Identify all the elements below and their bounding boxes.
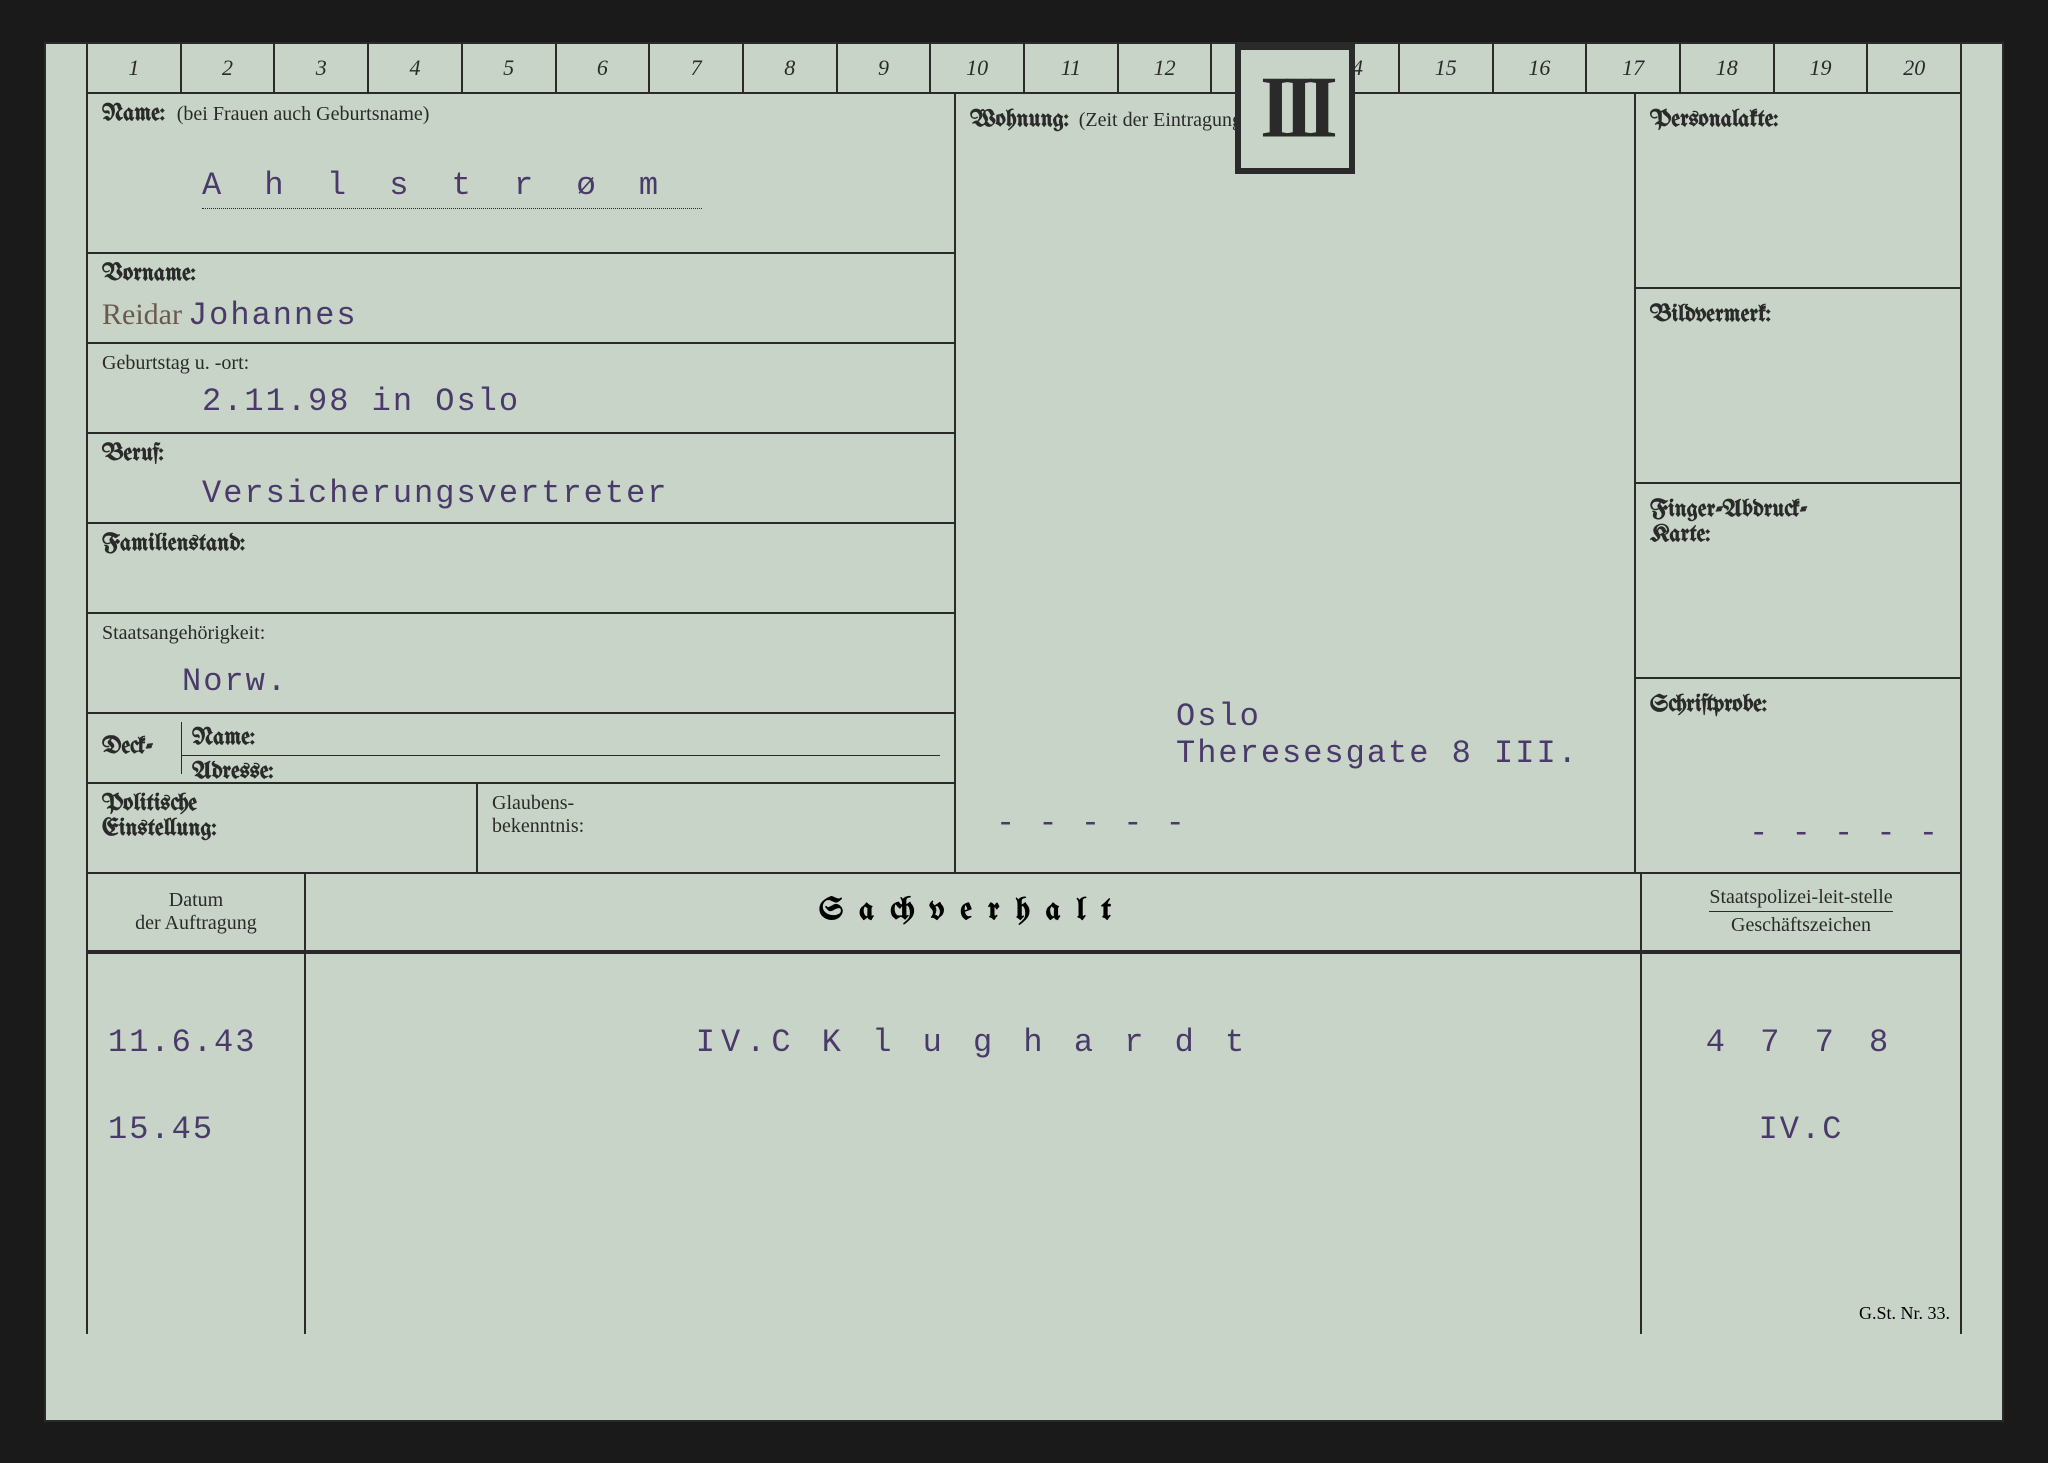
reference-entry: 4 7 7 8: [1662, 1024, 1940, 1061]
category-numeral: III: [1260, 58, 1329, 158]
bildvermerk-label: Bildvermerk:: [1650, 303, 1946, 328]
ruler-cell: 1: [86, 44, 182, 92]
table-body: 11.6.43 15.45 IV.C K l u g h a r d t 4 7…: [86, 954, 1962, 1334]
alias-label: Deck-: [102, 722, 182, 774]
name-label: Name:: [102, 102, 165, 127]
date-entry: 11.6.43: [108, 1024, 284, 1061]
ruler-cell: 12: [1119, 44, 1213, 92]
address-line2: Theresesgate 8 III.: [1176, 735, 1579, 772]
birth-label: Geburtstag u. -ort:: [102, 352, 940, 375]
reference-entry: IV.C: [1662, 1111, 1940, 1148]
table-header: Datum der Auftragung Sachverhalt Staatsp…: [86, 874, 1962, 954]
right-column: Personalakte: Bildvermerk: Finger-Abdruc…: [1636, 94, 1962, 874]
ruler-cell: 4: [369, 44, 463, 92]
main-grid: Name: (bei Frauen auch Geburtsname) A h …: [86, 94, 1962, 874]
ruler-cell: 18: [1681, 44, 1775, 92]
residence-label: Wohnung:: [970, 108, 1069, 133]
nationality-label: Staatsangehörigkeit:: [102, 622, 940, 645]
vorname-field: Vorname: Reidar Johannes: [88, 254, 954, 344]
personalakte-field: Personalakte:: [1636, 94, 1960, 289]
vorname-typed: Johannes: [188, 297, 358, 334]
birth-value: 2.11.98 in Oslo: [202, 383, 940, 420]
religion-label2: bekenntnis:: [492, 815, 940, 838]
ruler-cell: 6: [557, 44, 651, 92]
religion-label1: Glaubens-: [492, 792, 940, 815]
religion-field: Glaubens- bekenntnis:: [478, 784, 954, 872]
fingerprint-field: Finger-Abdruck- Karte:: [1636, 484, 1960, 679]
ruler-cell: 10: [931, 44, 1025, 92]
reference-header2: Geschäftszeichen: [1731, 914, 1871, 937]
ruler-cell: 15: [1400, 44, 1494, 92]
ruler-cell: 17: [1587, 44, 1681, 92]
ruler-cell: 7: [650, 44, 744, 92]
reference-column: 4 7 7 8 IV.C G.St. Nr. 33.: [1642, 954, 1962, 1334]
facts-column: IV.C K l u g h a r d t: [306, 954, 1642, 1334]
birth-field: Geburtstag u. -ort: 2.11.98 in Oslo: [88, 344, 954, 434]
political-field: Politische Einstellung:: [88, 784, 478, 872]
residence-body: Oslo Theresesgate 8 III. - - - - -: [956, 154, 1634, 874]
ruler-cell: 19: [1775, 44, 1869, 92]
bottom-row: Politische Einstellung: Glaubens- bekenn…: [88, 784, 954, 874]
vorname-handwritten: Reidar: [102, 298, 182, 332]
form-number: G.St. Nr. 33.: [1859, 1303, 1950, 1324]
occupation-value: Versicherungsvertreter: [202, 475, 940, 512]
schriftprobe-field: Schriftprobe: - - - - -: [1636, 679, 1960, 874]
political-label2: Einstellung:: [102, 817, 462, 842]
fingerprint-label1: Finger-Abdruck-: [1650, 498, 1946, 523]
date-header1: Datum: [169, 889, 223, 912]
nationality-field: Staatsangehörigkeit: Norw.: [88, 614, 954, 714]
facts-entry: IV.C K l u g h a r d t: [326, 1024, 1620, 1061]
occupation-field: Beruf: Versicherungsvertreter: [88, 434, 954, 524]
alias-name-label: Name:: [182, 722, 940, 756]
ruler-cell: 20: [1868, 44, 1962, 92]
ruler-cell: 5: [463, 44, 557, 92]
ruler-cell: 3: [275, 44, 369, 92]
bildvermerk-field: Bildvermerk:: [1636, 289, 1960, 484]
left-column: Name: (bei Frauen auch Geburtsname) A h …: [86, 94, 956, 874]
address-line1: Oslo: [1176, 698, 1579, 735]
occupation-label: Beruf:: [102, 442, 940, 467]
personalakte-label: Personalakte:: [1650, 108, 1946, 133]
index-card: 1 2 3 4 5 6 7 8 9 10 11 12 13 14 15 16 1…: [44, 42, 2004, 1422]
ruler-cell: 9: [838, 44, 932, 92]
political-label1: Politische: [102, 792, 462, 817]
vorname-label: Vorname:: [102, 262, 940, 287]
reference-header: Staatspolizei-leit-stelle Geschäftszeich…: [1642, 874, 1962, 950]
date-column: 11.6.43 15.45: [86, 954, 306, 1334]
name-field: Name: (bei Frauen auch Geburtsname) A h …: [88, 94, 954, 254]
name-sublabel: (bei Frauen auch Geburtsname): [177, 103, 430, 126]
category-box: III: [1235, 44, 1355, 174]
date-entry: 15.45: [108, 1111, 284, 1148]
facts-header: Sachverhalt: [306, 874, 1642, 950]
ruler-cell: 2: [182, 44, 276, 92]
fingerprint-label2: Karte:: [1650, 523, 1946, 548]
schriftprobe-dashes: - - - - -: [1749, 815, 1940, 852]
reference-header1: Staatspolizei-leit-stelle: [1709, 886, 1892, 912]
marital-label: Familienstand:: [102, 532, 940, 557]
ruler: 1 2 3 4 5 6 7 8 9 10 11 12 13 14 15 16 1…: [86, 44, 1962, 94]
schriftprobe-label: Schriftprobe:: [1650, 693, 1946, 718]
date-header: Datum der Auftragung: [86, 874, 306, 950]
facts-label: Sachverhalt: [819, 895, 1127, 928]
date-header2: der Auftragung: [135, 912, 257, 935]
nationality-value: Norw.: [182, 663, 940, 700]
residence-dashes: - - - - -: [996, 805, 1187, 842]
ruler-cell: 16: [1494, 44, 1588, 92]
ruler-cell: 11: [1025, 44, 1119, 92]
marital-field: Familienstand:: [88, 524, 954, 614]
alias-field: Deck- Name: Adresse:: [88, 714, 954, 784]
alias-address-label: Adresse:: [182, 756, 940, 789]
name-value: A h l s t r ø m: [202, 167, 702, 209]
middle-column: III Wohnung: (Zeit der Eintragung einset…: [956, 94, 1636, 874]
ruler-cell: 8: [744, 44, 838, 92]
